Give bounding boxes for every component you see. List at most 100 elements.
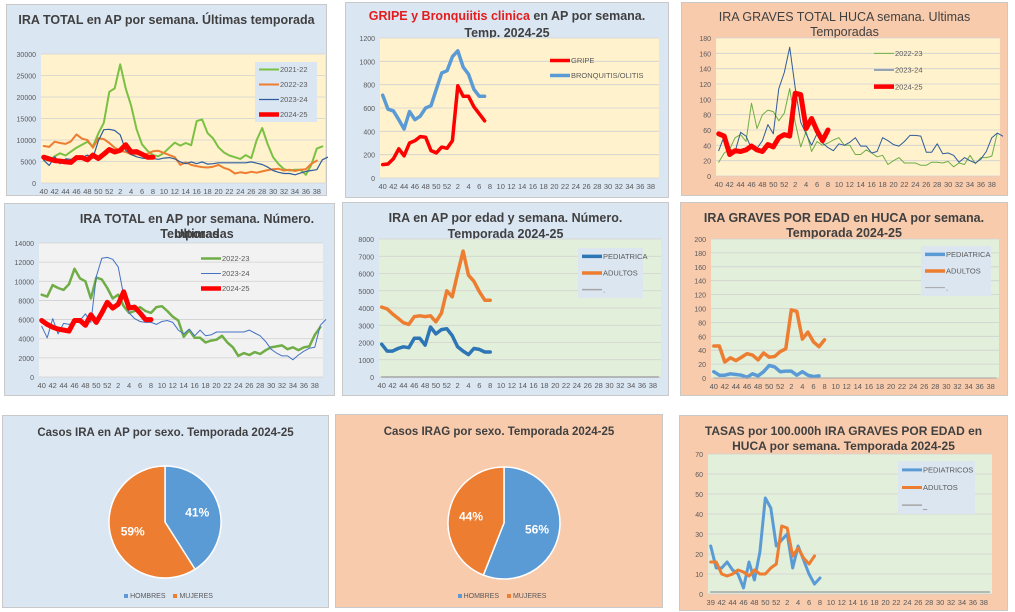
x-tick-label: 18 [876, 382, 884, 391]
x-tick-label: 14 [849, 598, 857, 607]
x-tick-label: 22 [561, 182, 569, 191]
y-tick-label: 800 [363, 83, 375, 90]
y-tick-label: 2000 [358, 341, 374, 348]
y-tick-label: 40 [703, 143, 711, 150]
y-tick-label: 3000 [358, 323, 374, 330]
x-tick-label: 16 [192, 187, 200, 196]
x-tick-label: 38 [980, 598, 988, 607]
pie-slice-hombres [482, 466, 561, 580]
x-tick-label: 10 [497, 381, 505, 390]
x-tick-label: 18 [870, 598, 878, 607]
x-tick-label: 44 [736, 180, 744, 189]
x-tick-label: 50 [92, 381, 100, 390]
legend-label-hombres: HOMBRES [463, 593, 499, 600]
series-line-pediatrica [712, 363, 821, 380]
x-tick-label: 30 [944, 180, 952, 189]
pie-svg: 41% 59% [108, 465, 222, 579]
legend-label-pediatrica: PEDIATRICA [946, 250, 990, 259]
x-tick-label: 26 [914, 598, 922, 607]
chart-title-line2: Temporada 2024-25 [447, 227, 564, 241]
x-tick-label: 10 [835, 180, 843, 189]
x-tick-label: 4 [466, 182, 470, 191]
x-tick-label: 16 [529, 381, 537, 390]
chart-title: IRA TOTAL en AP por semana. Últimas temp… [18, 13, 315, 27]
x-tick-label: 24 [234, 381, 242, 390]
y-tick-label: 0 [370, 375, 374, 382]
y-tick-label: 20 [703, 159, 711, 166]
panel-tasas-ira-graves: TASAS por 100.000h IRA GRAVES POR EDAD e… [679, 415, 1008, 611]
x-tick-label: 8 [149, 381, 153, 390]
y-tick-label: 160 [694, 265, 706, 272]
x-tick-label: 10 [160, 187, 168, 196]
x-tick-label: 16 [859, 598, 867, 607]
x-tick-label: 12 [508, 381, 516, 390]
x-tick-label: 32 [278, 381, 286, 390]
legend-label-2023-24: 2023-24 [222, 269, 250, 278]
y-tick-label: 0 [371, 176, 375, 183]
chart-title-line2: Temporadas [810, 25, 879, 39]
series-line-2024-25 [41, 142, 156, 165]
x-tick-label: 22 [898, 382, 906, 391]
x-tick-label: 38 [988, 180, 996, 189]
x-tick-label: 32 [953, 382, 961, 391]
y-tick-label: 200 [694, 237, 706, 244]
y-tick-label: 20 [698, 362, 706, 369]
y-tick-label: 50 [695, 492, 703, 499]
x-tick-label: 38 [311, 381, 319, 390]
legend-label-series: . [946, 283, 948, 292]
x-tick-label: 28 [925, 598, 933, 607]
x-tick-label: 20 [887, 382, 895, 391]
x-tick-label: 40 [710, 382, 718, 391]
x-tick-label: 14 [518, 182, 526, 191]
chart-title-highlight: GRIPE y Bronquiitis clinica [368, 9, 530, 23]
x-tick-label: 46 [410, 381, 418, 390]
x-tick-label: 14 [180, 381, 188, 390]
pie-svg: 56% 44% [447, 466, 561, 580]
x-tick-label: 30 [604, 182, 612, 191]
x-tick-label: 22 [900, 180, 908, 189]
y-tick-label: 1200 [359, 36, 375, 43]
x-tick-label: 6 [811, 382, 815, 391]
x-tick-label: 44 [728, 598, 736, 607]
x-tick-label: 36 [638, 381, 646, 390]
x-tick-label: 20 [550, 182, 558, 191]
legend-box [255, 62, 317, 122]
series-line-pediatrica [379, 325, 492, 357]
y-tick-label: 4000 [358, 306, 374, 313]
legend-label-2024-25: 2024-25 [895, 82, 923, 91]
x-tick-label: 48 [754, 382, 762, 391]
chart-title: GRIPE y Bronquiitis clinica en AP por se… [346, 9, 668, 24]
x-tick-label: 32 [616, 381, 624, 390]
x-tick-label: 32 [615, 182, 623, 191]
y-tick-label: 60 [695, 472, 703, 479]
x-tick-label: 44 [732, 382, 740, 391]
x-tick-label: 42 [725, 180, 733, 189]
x-tick-label: 24 [573, 381, 581, 390]
legend-swatch-mujeres [506, 593, 511, 598]
y-tick-label: 15000 [17, 117, 37, 124]
x-tick-label: 52 [103, 381, 111, 390]
x-tick-label: 34 [291, 187, 299, 196]
x-tick-label: 50 [432, 182, 440, 191]
x-tick-label: 50 [769, 180, 777, 189]
legend-label-2024-25: 2024-25 [280, 110, 308, 119]
x-tick-label: 20 [551, 381, 559, 390]
x-tick-label: 4 [127, 381, 131, 390]
legend-label-bronquitis-olitis: BRONQUITIS/OLITIS [571, 71, 644, 80]
x-tick-label: 8 [826, 180, 830, 189]
x-tick-label: 12 [171, 187, 179, 196]
legend-label-2022-23: 2022-23 [895, 49, 923, 58]
x-tick-label: 28 [256, 381, 264, 390]
x-tick-label: 34 [964, 382, 972, 391]
x-tick-label: 24 [909, 382, 917, 391]
y-tick-label: 5000 [358, 289, 374, 296]
x-tick-label: 16 [865, 382, 873, 391]
x-tick-label: 28 [258, 187, 266, 196]
legend-label-2024-25: 2024-25 [222, 284, 250, 293]
legend-label-2021-22: 2021-22 [280, 65, 308, 74]
legend-label-mujeres: MUJERES [512, 593, 547, 600]
y-tick-label: 6000 [18, 318, 34, 325]
